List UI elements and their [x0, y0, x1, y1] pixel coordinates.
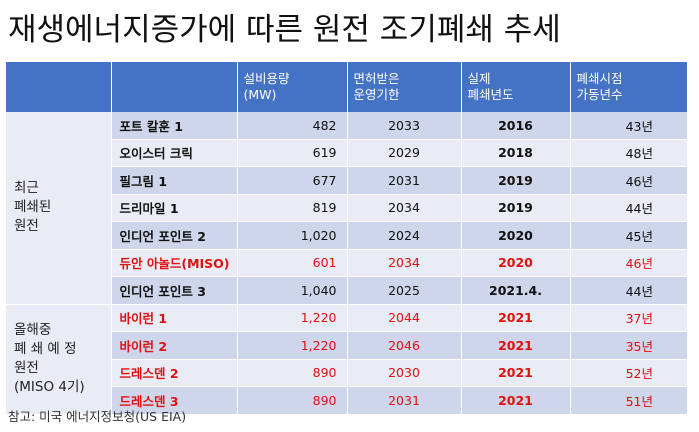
- plant-name: 인디언 포인트 2: [111, 221, 238, 250]
- years-cell: 35년: [570, 331, 687, 360]
- years-cell: 45년: [570, 221, 687, 250]
- years-cell: 52년: [570, 359, 687, 387]
- license-cell: 2031: [347, 166, 462, 195]
- years-cell: 37년: [570, 304, 687, 332]
- table-row: 인디언 포인트 3 1,040 2025 2021.4. 44년: [6, 276, 687, 305]
- header-years: 폐쇄시점 가동년수: [570, 62, 687, 112]
- group-label-text: 최근 폐쇄된 원전: [14, 180, 52, 235]
- table-row-highlighted: 듀안 아놀드(MISO) 601 2034 2020 46년: [6, 249, 687, 277]
- closed-cell: 2020: [461, 221, 571, 250]
- closed-cell: 2016: [461, 112, 571, 140]
- header-group: [6, 62, 112, 112]
- capacity-cell: 1,040: [237, 276, 348, 305]
- closed-cell: 2019: [461, 166, 571, 195]
- years-cell: 51년: [570, 386, 687, 415]
- table-row: 드리마일 1 819 2034 2019 44년: [6, 194, 687, 222]
- license-cell: 2033: [347, 112, 462, 140]
- plant-name: 드레스덴 3: [111, 386, 238, 415]
- closed-cell: 2021: [461, 331, 571, 360]
- license-cell: 2031: [347, 386, 462, 415]
- closed-cell: 2021: [461, 386, 571, 415]
- header-years-text: 폐쇄시점 가동년수: [576, 71, 623, 102]
- license-cell: 2024: [347, 221, 462, 250]
- plant-name: 바이런 2: [111, 331, 238, 360]
- years-cell: 43년: [570, 112, 687, 140]
- header-closed: 실제 폐쇄년도: [461, 62, 571, 112]
- capacity-cell: 619: [237, 139, 348, 167]
- years-cell: 44년: [570, 194, 687, 222]
- group-label-scheduled: 올해중 폐 쇄 예 정 원전 (MISO 4기): [6, 304, 112, 415]
- group-label-recent: 최근 폐쇄된 원전: [6, 112, 112, 305]
- header-capacity: 설비용량 (MW): [237, 62, 348, 112]
- capacity-cell: 1,220: [237, 331, 348, 360]
- years-cell: 48년: [570, 139, 687, 167]
- closed-cell: 2018: [461, 139, 571, 167]
- plant-name: 바이런 1: [111, 304, 238, 332]
- license-cell: 2044: [347, 304, 462, 332]
- capacity-cell: 890: [237, 386, 348, 415]
- capacity-cell: 819: [237, 194, 348, 222]
- plant-name: 필그림 1: [111, 166, 238, 195]
- closed-cell: 2019: [461, 194, 571, 222]
- plant-name: 드리마일 1: [111, 194, 238, 222]
- table-header-row: 설비용량 (MW) 면허받은 운영기한 실제 폐쇄년도 폐쇄시점 가동년수: [6, 62, 687, 112]
- closed-cell: 2021: [461, 359, 571, 387]
- license-cell: 2046: [347, 331, 462, 360]
- capacity-cell: 1,020: [237, 221, 348, 250]
- table-row: 필그림 1 677 2031 2019 46년: [6, 166, 687, 195]
- header-closed-text: 실제 폐쇄년도: [467, 71, 514, 102]
- plant-name: 듀안 아놀드(MISO): [111, 249, 238, 277]
- capacity-cell: 482: [237, 112, 348, 140]
- header-license: 면허받은 운영기한: [347, 62, 462, 112]
- header-capacity-text: 설비용량 (MW): [243, 71, 290, 102]
- plant-name: 인디언 포인트 3: [111, 276, 238, 305]
- table-row: 최근 폐쇄된 원전 포트 칼훈 1 482 2033 2016 43년: [6, 112, 687, 305]
- license-cell: 2034: [347, 249, 462, 277]
- capacity-cell: 601: [237, 249, 348, 277]
- license-cell: 2025: [347, 276, 462, 305]
- license-cell: 2030: [347, 359, 462, 387]
- page-title: 재생에너지증가에 따른 원전 조기폐쇄 추세: [8, 12, 561, 48]
- capacity-cell: 1,220: [237, 304, 348, 332]
- plant-closure-table: 설비용량 (MW) 면허받은 운영기한 실제 폐쇄년도 폐쇄시점 가동년수 최근…: [6, 62, 687, 415]
- table-row: 인디언 포인트 2 1,020 2024 2020 45년: [6, 221, 687, 250]
- header-name: [111, 62, 238, 112]
- capacity-cell: 677: [237, 166, 348, 195]
- table-row-highlighted: 드레스덴 2 890 2030 2021 52년: [6, 359, 687, 387]
- plant-name: 포트 칼훈 1: [111, 112, 238, 140]
- years-cell: 46년: [570, 166, 687, 195]
- plant-name: 드레스덴 2: [111, 359, 238, 387]
- header-license-text: 면허받은 운영기한: [353, 71, 400, 102]
- plant-name: 오이스터 크릭: [111, 139, 238, 167]
- table-row-highlighted: 올해중 폐 쇄 예 정 원전 (MISO 4기) 바이런 1 1,220 204…: [6, 304, 687, 415]
- closed-cell: 2021.4.: [461, 276, 571, 305]
- table-row-highlighted: 드레스덴 3 890 2031 2021 51년: [6, 386, 687, 415]
- license-cell: 2029: [347, 139, 462, 167]
- capacity-cell: 890: [237, 359, 348, 387]
- table-row: 오이스터 크릭 619 2029 2018 48년: [6, 139, 687, 167]
- license-cell: 2034: [347, 194, 462, 222]
- closed-cell: 2020: [461, 249, 571, 277]
- table-row-highlighted: 바이런 2 1,220 2046 2021 35년: [6, 331, 687, 360]
- closed-cell: 2021: [461, 304, 571, 332]
- source-footnote: 참고: 미국 에너지정보청(US EIA): [8, 409, 187, 424]
- years-cell: 44년: [570, 276, 687, 305]
- group-label-text: 올해중 폐 쇄 예 정 원전 (MISO 4기): [14, 322, 85, 395]
- years-cell: 46년: [570, 249, 687, 277]
